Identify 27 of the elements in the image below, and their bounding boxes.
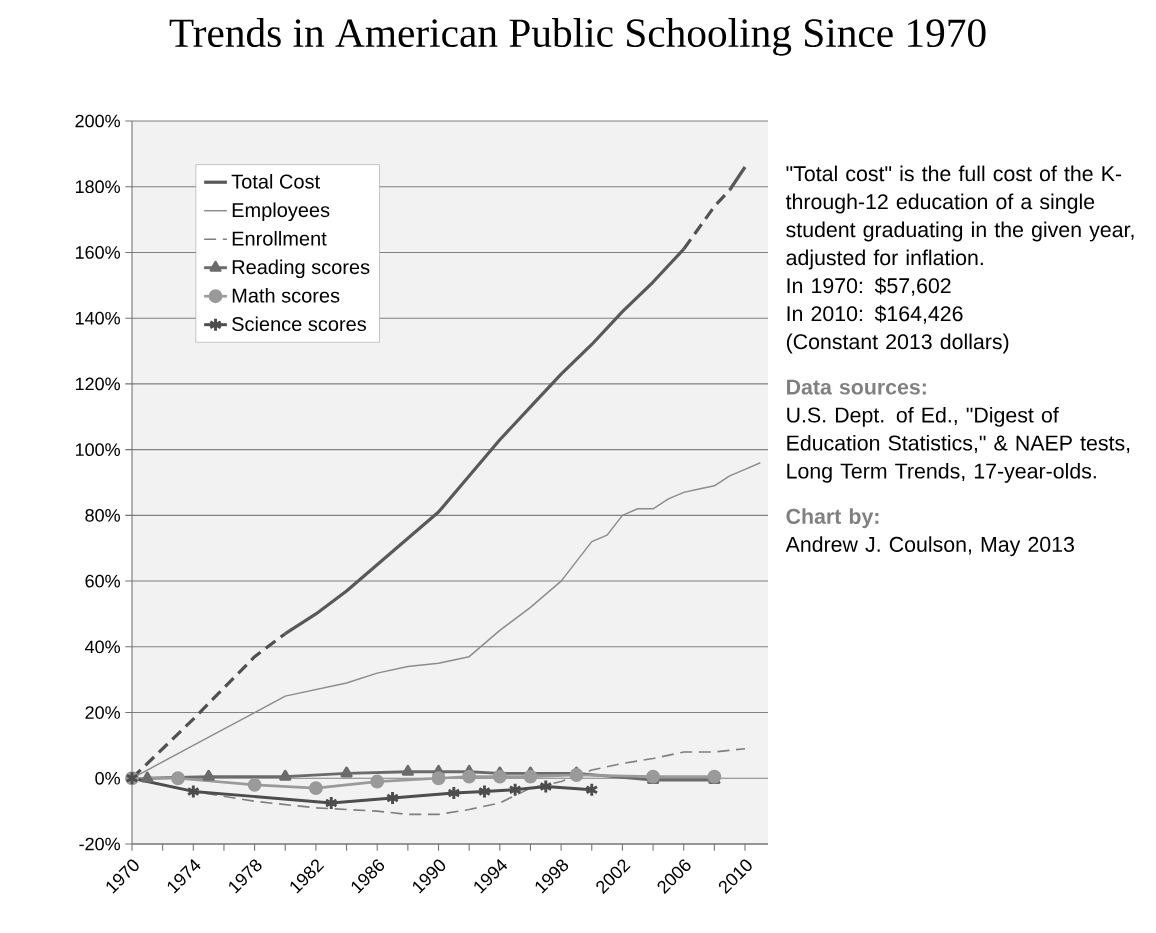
y-tick-label: 0% <box>95 771 120 785</box>
y-tick-label: 140% <box>75 311 120 325</box>
legend-label: Employees <box>232 202 330 222</box>
y-tick-label: 40% <box>85 640 120 654</box>
text: (Constant 2013 dollars) <box>786 333 1009 354</box>
legend-label: Enrollment <box>232 230 327 246</box>
legend-label: Reading scores <box>232 259 370 279</box>
text: U.S. Dept. of Ed., "Digest of Education Statistics," & NAEP tests, Long Term Trends, 17-year-olds. <box>787 406 1130 483</box>
y-tick-label: 80% <box>85 508 120 522</box>
chart-title: Trends in American Public Schooling Since 1970 <box>169 18 986 56</box>
text: In 1970: $57,602 <box>787 277 951 296</box>
legend-label: Science scores <box>232 316 367 332</box>
y-tick-label: 180% <box>75 180 120 194</box>
y-tick-label: 100% <box>75 443 120 456</box>
y-tick-label: 20% <box>85 706 120 719</box>
y-tick-label: 160% <box>75 246 120 259</box>
y-tick-label: 60% <box>85 574 120 588</box>
y-tick-label: 200% <box>75 114 120 128</box>
text: Chart by: <box>786 508 879 529</box>
text: In 2010: $164,426 <box>787 305 963 324</box>
y-tick-label: 120% <box>75 377 120 391</box>
legend-label: Total Cost <box>231 173 320 189</box>
y-tick-label: -20% <box>79 837 120 851</box>
text: "Total cost" is the full cost of the K-through-12 education of a single student graduating in the given year, adjusted for inflation. <box>785 165 1134 270</box>
text: Andrew J. Coulson, May 2013 <box>785 536 1074 557</box>
legend-label: Math scores <box>232 287 340 303</box>
text: Data sources: <box>787 379 926 395</box>
